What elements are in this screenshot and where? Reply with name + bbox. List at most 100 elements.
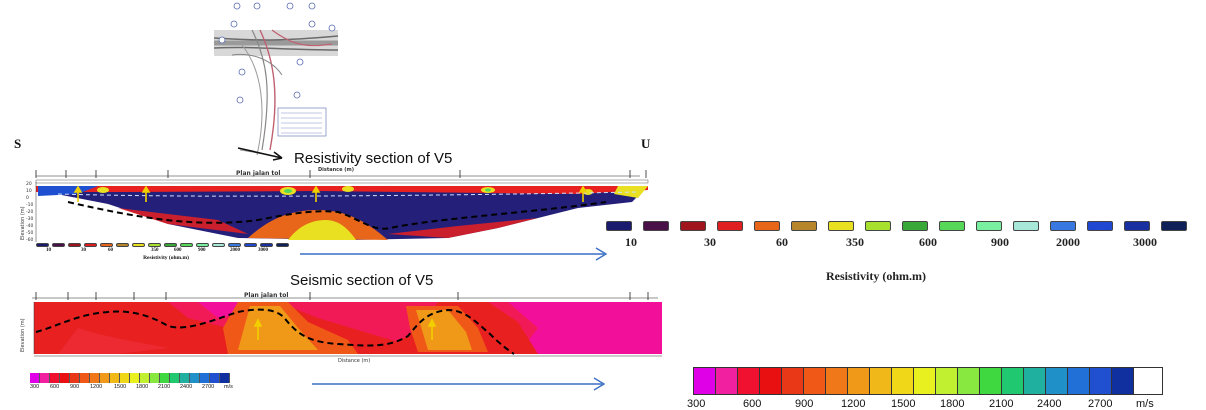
velocity-value: 1800 — [940, 398, 965, 410]
resistivity-legend-swatches — [606, 221, 1206, 231]
legend-swatch — [1161, 221, 1187, 231]
velocity-value: 1200 — [841, 398, 866, 410]
legend-swatch — [100, 243, 113, 247]
velocity-value: 1500 — [891, 398, 916, 410]
resistivity-section-title: Resistivity section of V5 — [294, 150, 453, 167]
elevation-tick: -20 — [26, 210, 34, 215]
legend-swatch — [80, 373, 90, 383]
small-res-value: 30 — [81, 248, 86, 253]
legend-swatch — [180, 243, 193, 247]
legend-swatch — [148, 243, 161, 247]
small-res-value: 600 — [174, 248, 182, 253]
legend-swatch — [958, 368, 980, 394]
small-vel-unit: m/s — [224, 384, 233, 390]
seismic-distance-label: Distance (m) — [338, 358, 371, 364]
legend-swatch — [902, 221, 928, 231]
legend-swatch — [694, 368, 716, 394]
small-vel-value: 1500 — [114, 384, 127, 390]
small-res-value: 60 — [108, 248, 113, 253]
resistivity-value: 2000 — [1056, 235, 1080, 249]
small-vel-value: 1200 — [90, 384, 103, 390]
seismic-section-title: Seismic section of V5 — [290, 272, 434, 289]
elevation-tick: 10 — [26, 189, 32, 194]
south-label: S — [14, 136, 22, 151]
legend-swatch — [140, 373, 150, 383]
legend-swatch — [200, 373, 210, 383]
legend-swatch — [180, 373, 190, 383]
legend-swatch — [1013, 221, 1039, 231]
map-pointer-arrow — [237, 147, 283, 161]
north-label: U — [641, 136, 651, 151]
resistivity-value: 600 — [919, 235, 937, 249]
velocity-value: 2100 — [989, 398, 1014, 410]
velocity-legend-swatches — [693, 367, 1163, 395]
legend-swatch — [116, 243, 129, 247]
legend-swatch — [738, 368, 760, 394]
legend-swatch — [1050, 221, 1076, 231]
legend-swatch — [939, 221, 965, 231]
small-res-value: 2000 — [230, 248, 240, 253]
legend-swatch — [110, 373, 120, 383]
legend-swatch — [1112, 368, 1134, 394]
velocity-legend: 300 600 900 1200 1500 1800 2100 2400 270… — [687, 367, 1163, 410]
resistivity-value: 10 — [625, 235, 637, 249]
legend-swatch — [276, 243, 289, 247]
resistivity-value: 30 — [704, 235, 716, 249]
legend-swatch — [870, 368, 892, 394]
elevation-tick: -10 — [26, 203, 34, 208]
legend-swatch — [1124, 221, 1150, 231]
legend-swatch — [130, 373, 140, 383]
legend-swatch — [1068, 368, 1090, 394]
legend-swatch — [914, 368, 936, 394]
small-vel-value: 2700 — [202, 384, 215, 390]
small-res-value: 350 — [151, 248, 159, 253]
legend-swatch — [1002, 368, 1024, 394]
resistivity-value: 350 — [846, 235, 864, 249]
legend-swatch — [826, 368, 848, 394]
small-velocity-legend: 300 600 900 1200 1500 1800 2100 2400 270… — [30, 373, 260, 391]
legend-swatch — [52, 243, 65, 247]
resistivity-plan-label: Plan jalan tol — [236, 170, 281, 177]
resistivity-elevation-ticks: 20 10 0 -10 -20 -30 -40 -50 -60 — [26, 181, 36, 244]
legend-swatch — [936, 368, 958, 394]
seismic-profile — [32, 292, 662, 357]
legend-swatch — [100, 373, 110, 383]
elevation-tick: -50 — [26, 231, 34, 236]
legend-swatch — [228, 243, 241, 247]
legend-swatch — [828, 221, 854, 231]
seismic-section: Plan jalan tol Distance (m) Elevation (m… — [18, 288, 668, 364]
legend-swatch — [1024, 368, 1046, 394]
legend-swatch — [976, 221, 1002, 231]
resistivity-value: 60 — [776, 235, 788, 249]
legend-swatch — [717, 221, 743, 231]
legend-swatch — [804, 368, 826, 394]
elevation-tick: -30 — [26, 217, 34, 222]
small-res-value: 900 — [198, 248, 206, 253]
legend-swatch — [260, 243, 273, 247]
legend-swatch — [210, 373, 220, 383]
small-res-value: 10 — [46, 248, 51, 253]
legend-swatch — [60, 373, 70, 383]
elevation-tick: -40 — [26, 224, 34, 229]
legend-swatch — [160, 373, 170, 383]
legend-swatch — [244, 243, 257, 247]
legend-swatch — [760, 368, 782, 394]
small-vel-value: 900 — [70, 384, 80, 390]
legend-swatch — [120, 373, 130, 383]
resistivity-distance-label: Distance (m) — [318, 167, 355, 173]
resistivity-legend: 10 30 60 350 600 900 2000 3000 Resistivi… — [606, 221, 1206, 283]
small-res-title: Resistivity (ohm.m) — [143, 255, 189, 261]
resistivity-value: 3000 — [1133, 235, 1157, 249]
small-velocity-swatches — [30, 373, 260, 383]
legend-swatch — [150, 373, 160, 383]
small-vel-value: 1800 — [136, 384, 149, 390]
legend-swatch — [680, 221, 706, 231]
small-vel-value: 2100 — [158, 384, 171, 390]
elevation-tick: -60 — [26, 238, 34, 243]
legend-swatch — [68, 243, 81, 247]
elevation-tick: 0 — [26, 196, 29, 201]
velocity-unit: m/s — [1136, 398, 1154, 410]
legend-swatch — [164, 243, 177, 247]
resistivity-section: Distance (m) Plan jalan tol Elevation (m… — [18, 167, 658, 248]
legend-swatch — [1090, 368, 1112, 394]
